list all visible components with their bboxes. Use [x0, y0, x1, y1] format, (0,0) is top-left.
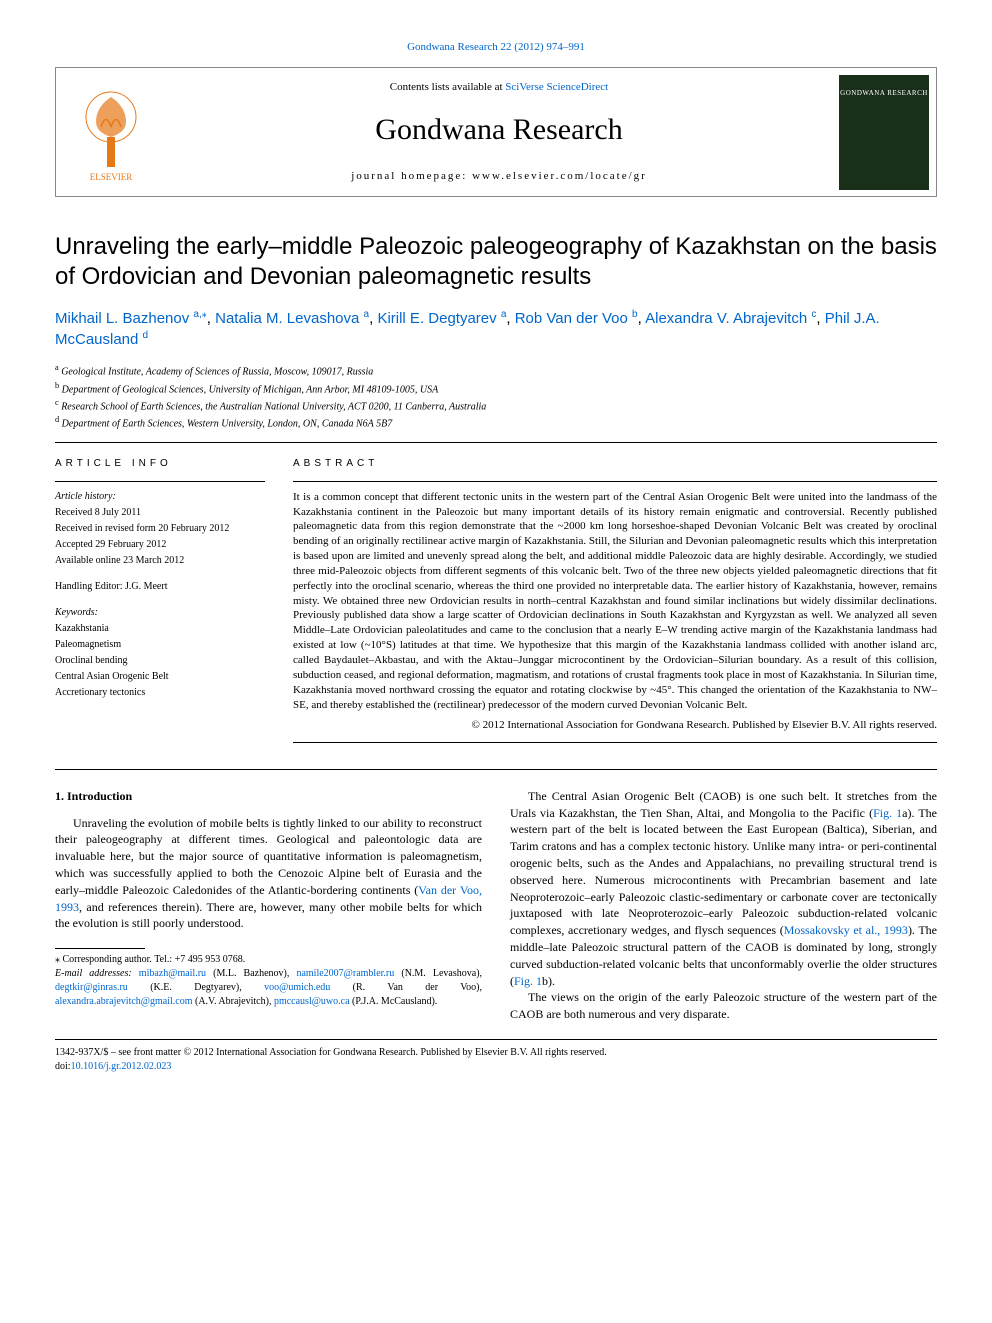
journal-header: ELSEVIER Contents lists available at Sci… [55, 67, 937, 197]
email-who: (M.L. Bazhenov) [213, 968, 287, 979]
email-who: (A.V. Abrajevitch) [195, 996, 269, 1007]
left-column: 1. Introduction Unraveling the evolution… [55, 788, 482, 1023]
body-paragraph: The views on the origin of the early Pal… [510, 989, 937, 1023]
doi-line: doi:10.1016/j.gr.2012.02.023 [55, 1060, 937, 1074]
front-matter-line: 1342-937X/$ – see front matter © 2012 In… [55, 1046, 937, 1060]
svg-text:ELSEVIER: ELSEVIER [90, 172, 133, 182]
author-sup: a [501, 309, 507, 320]
handling-editor: Handling Editor: J.G. Meert [55, 580, 265, 594]
divider [55, 442, 937, 443]
abstract-body: It is a common concept that different te… [293, 490, 937, 713]
footnotes: ⁎ Corresponding author. Tel.: +7 495 953… [55, 953, 482, 1009]
journal-homepage: journal homepage: www.elsevier.com/locat… [166, 169, 832, 184]
author-link[interactable]: Alexandra V. Abrajevitch [645, 310, 807, 327]
info-rule [293, 742, 937, 743]
author-link[interactable]: Natalia M. Levashova [215, 310, 359, 327]
right-column: The Central Asian Orogenic Belt (CAOB) i… [510, 788, 937, 1023]
figure-link[interactable]: Fig. 1 [514, 974, 542, 988]
section-heading: 1. Introduction [55, 788, 482, 805]
email-link[interactable]: pmccausl@uwo.ca [274, 996, 350, 1007]
keyword: Kazakhstania [55, 622, 265, 636]
author-sup: d [143, 330, 149, 341]
affiliation-line: d Department of Earth Sciences, Western … [55, 414, 937, 431]
author-sup: a, [193, 309, 201, 320]
article-history: Article history: Received 8 July 2011 Re… [55, 490, 265, 568]
journal-cover-thumbnail: GONDWANA RESEARCH [839, 75, 929, 190]
contents-list-line: Contents lists available at SciVerse Sci… [166, 80, 832, 95]
keyword: Accretionary tectonics [55, 686, 265, 700]
history-line: Available online 23 March 2012 [55, 554, 265, 568]
abstract-heading: ABSTRACT [293, 457, 937, 471]
email-link[interactable]: mibazh@mail.ru [139, 968, 206, 979]
body-paragraph: Unraveling the evolution of mobile belts… [55, 815, 482, 933]
corresponding-star[interactable]: ⁎ [202, 310, 207, 327]
journal-reference: Gondwana Research 22 (2012) 974–991 [55, 40, 937, 55]
figure-link[interactable]: Fig. 1 [873, 806, 902, 820]
email-who: (P.J.A. McCausland). [352, 996, 437, 1007]
history-label: Article history: [55, 490, 265, 504]
history-line: Received 8 July 2011 [55, 506, 265, 520]
email-label: E-mail addresses: [55, 968, 132, 979]
article-title: Unraveling the early–middle Paleozoic pa… [55, 232, 937, 292]
history-line: Received in revised form 20 February 201… [55, 522, 265, 536]
corresponding-author-note: ⁎ Corresponding author. Tel.: +7 495 953… [55, 953, 482, 967]
bottom-info: 1342-937X/$ – see front matter © 2012 In… [55, 1046, 937, 1074]
journal-name: Gondwana Research [166, 109, 832, 151]
email-who: (K.E. Degtyarev) [150, 982, 239, 993]
keyword: Central Asian Orogenic Belt [55, 670, 265, 684]
info-rule [55, 481, 265, 482]
body-columns: 1. Introduction Unraveling the evolution… [55, 788, 937, 1023]
email-link[interactable]: voo@umich.edu [264, 982, 330, 993]
author-link[interactable]: Rob Van der Voo [515, 310, 628, 327]
keywords-label: Keywords: [55, 606, 265, 620]
article-info-heading: ARTICLE INFO [55, 457, 265, 471]
abstract-copyright: © 2012 International Association for Gon… [293, 718, 937, 733]
footnote-rule [55, 948, 145, 949]
divider [55, 769, 937, 770]
header-center: Contents lists available at SciVerse Sci… [166, 70, 832, 195]
author-sup: b [632, 309, 638, 320]
abstract: ABSTRACT It is a common concept that dif… [293, 457, 937, 751]
info-rule [293, 481, 937, 482]
email-link[interactable]: degtkir@ginras.ru [55, 982, 128, 993]
info-abstract-row: ARTICLE INFO Article history: Received 8… [55, 457, 937, 751]
author-sup: c [811, 309, 816, 320]
sciencedirect-link[interactable]: SciVerse ScienceDirect [505, 81, 608, 93]
citation-link[interactable]: Mossakovsky et al., 1993 [784, 923, 908, 937]
affiliation-line: a Geological Institute, Academy of Scien… [55, 362, 937, 379]
keyword: Paleomagnetism [55, 638, 265, 652]
cover-title: GONDWANA RESEARCH [839, 89, 929, 99]
email-who: (R. Van der Voo) [353, 982, 480, 993]
article-info: ARTICLE INFO Article history: Received 8… [55, 457, 265, 751]
contents-prefix: Contents lists available at [390, 81, 505, 93]
journal-ref-link[interactable]: Gondwana Research 22 (2012) 974–991 [407, 41, 585, 53]
author-link[interactable]: Kirill E. Degtyarev [377, 310, 496, 327]
email-who: (N.M. Levashova) [401, 968, 479, 979]
body-paragraph: The Central Asian Orogenic Belt (CAOB) i… [510, 788, 937, 990]
affiliation-line: c Research School of Earth Sciences, the… [55, 397, 937, 414]
email-addresses: E-mail addresses: mibazh@mail.ru (M.L. B… [55, 967, 482, 1009]
author-sup: a [364, 309, 370, 320]
history-line: Accepted 29 February 2012 [55, 538, 265, 552]
elsevier-logo: ELSEVIER [56, 67, 166, 197]
email-link[interactable]: namile2007@rambler.ru [296, 968, 394, 979]
doi-link[interactable]: 10.1016/j.gr.2012.02.023 [71, 1061, 172, 1072]
affiliation-line: b Department of Geological Sciences, Uni… [55, 380, 937, 397]
bottom-rule [55, 1039, 937, 1040]
editor-line: Handling Editor: J.G. Meert [55, 580, 265, 594]
keywords-block: Keywords: Kazakhstania Paleomagnetism Or… [55, 606, 265, 700]
author-link[interactable]: Mikhail L. Bazhenov [55, 310, 189, 327]
author-list: Mikhail L. Bazhenov a,⁎, Natalia M. Leva… [55, 308, 937, 350]
keyword: Oroclinal bending [55, 654, 265, 668]
elsevier-tree-icon: ELSEVIER [71, 82, 151, 182]
affiliations: a Geological Institute, Academy of Scien… [55, 362, 937, 431]
email-link[interactable]: alexandra.abrajevitch@gmail.com [55, 996, 192, 1007]
